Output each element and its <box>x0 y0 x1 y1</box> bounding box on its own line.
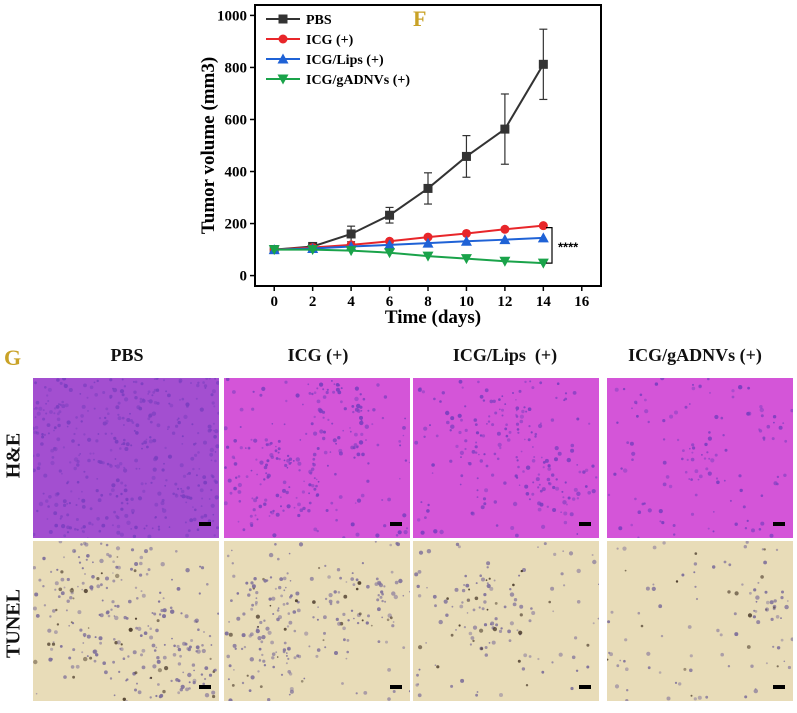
data-point <box>268 245 280 256</box>
scale-bar <box>199 685 211 689</box>
data-point <box>538 221 548 231</box>
he-micrograph-0 <box>33 378 219 538</box>
series-line <box>274 224 544 251</box>
panel-f-label: F <box>413 6 427 31</box>
data-point <box>346 229 356 239</box>
x-tick-label: 10 <box>459 294 474 310</box>
tunel-micrograph-3 <box>607 541 793 701</box>
x-tick-label: 8 <box>424 294 432 310</box>
data-point <box>537 232 549 243</box>
x-tick-label: 2 <box>309 294 317 310</box>
data-point <box>461 228 471 238</box>
x-tick-label: 14 <box>536 294 552 310</box>
x-axis-label: Time (days) <box>385 307 481 328</box>
data-point <box>345 246 357 257</box>
legend-entry: ICG (+) <box>306 33 354 48</box>
data-point <box>385 210 395 220</box>
data-point <box>423 183 433 193</box>
data-point <box>500 224 510 234</box>
series-line <box>274 63 545 251</box>
significance-bracket <box>546 227 553 264</box>
data-point <box>422 251 434 262</box>
data-point <box>500 124 510 134</box>
scale-bar <box>199 522 211 526</box>
scale-bar <box>773 685 785 689</box>
tunel-micrograph-1 <box>224 541 410 701</box>
scale-bar <box>390 685 402 689</box>
tumor-volume-chart: 0 2 4 6 8 10 12 14 16 0 200 400 600 800 1000 Time (days… <box>198 4 602 328</box>
data-point <box>460 235 472 246</box>
series-line <box>274 248 544 265</box>
scale-bar <box>579 685 591 689</box>
he-micrograph-2 <box>413 378 599 538</box>
tunel-micrograph-2 <box>413 541 599 701</box>
data-point <box>384 248 396 259</box>
x-tick-label: 0 <box>270 294 278 310</box>
y-tick-label: 400 <box>225 165 248 181</box>
he-micrograph-1 <box>224 378 410 538</box>
scale-bar <box>579 522 591 526</box>
y-tick-label: 600 <box>225 112 248 128</box>
y-tick-label: 0 <box>240 269 248 285</box>
scale-bar <box>390 522 402 526</box>
significance-label: **** <box>558 239 579 254</box>
scale-bar <box>773 522 785 526</box>
legend-entry: PBS <box>306 13 332 28</box>
legend-marker <box>277 74 289 85</box>
x-tick-label: 12 <box>497 294 512 310</box>
legend-marker <box>277 53 289 64</box>
data-point <box>422 237 434 248</box>
y-tick-label: 800 <box>225 60 248 76</box>
legend-entry: ICG/Lips (+) <box>306 53 384 68</box>
tunel-micrograph-0 <box>33 541 219 701</box>
x-tick-label: 4 <box>347 294 355 310</box>
data-point <box>461 151 471 161</box>
legend-marker <box>278 14 288 24</box>
panel-g-label: G <box>4 345 22 370</box>
column-header-icg-gadnvs: ICG/gADNVs (+) <box>628 345 762 365</box>
x-tick-label: 16 <box>574 294 590 310</box>
data-point <box>499 234 511 245</box>
column-header-icg-lips: ICG/Lips (+) <box>452 345 558 365</box>
column-header-pbs: PBS <box>110 345 144 365</box>
x-tick-label: 6 <box>386 294 394 310</box>
series-3 <box>268 245 549 269</box>
y-tick-label: 200 <box>225 217 248 233</box>
y-axis-label: Tumor volume (mm3) <box>198 57 219 234</box>
y-tick-label: 1000 <box>217 8 247 24</box>
series-line <box>274 236 544 251</box>
data-point <box>460 254 472 265</box>
he-micrograph-3 <box>607 378 793 538</box>
data-point <box>538 59 548 69</box>
column-header-icg: ICG (+) <box>287 345 349 365</box>
data-point <box>499 256 511 267</box>
legend-marker <box>278 34 288 44</box>
data-point <box>384 239 396 250</box>
data-point <box>423 232 433 242</box>
legend-entry: ICG/gADNVs (+) <box>306 73 410 88</box>
data-point <box>537 258 549 269</box>
data-point <box>307 245 319 256</box>
